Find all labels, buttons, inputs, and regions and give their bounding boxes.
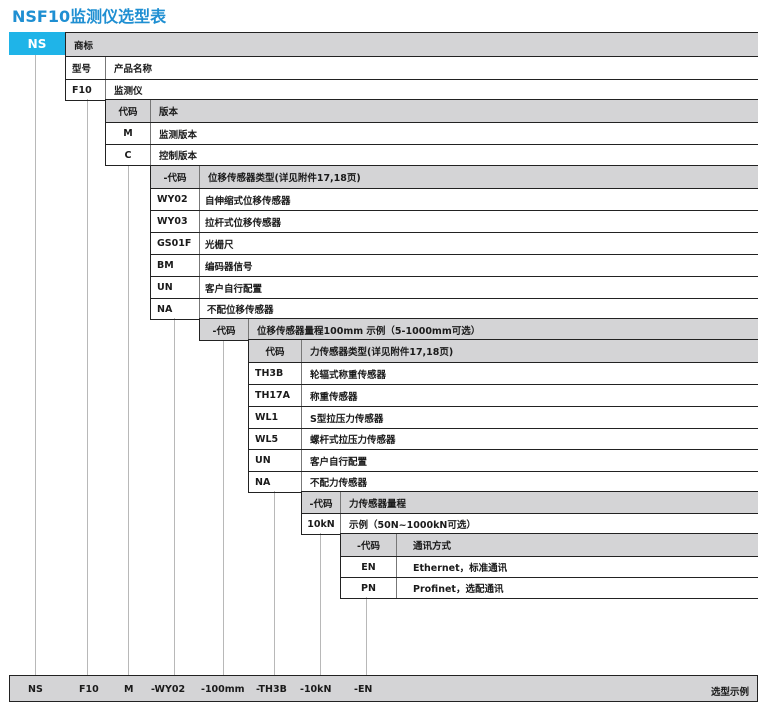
option-code: F10 [66, 80, 106, 100]
example-label: 选型示例 [710, 687, 749, 698]
option-desc: 监测版本 [159, 129, 198, 141]
option-desc: 螺杆式拉压力传感器 [310, 435, 396, 446]
header-desc: 通讯方式 [413, 541, 452, 552]
option-desc: 监测仪 [114, 86, 143, 97]
header-code: 代码 [106, 100, 151, 122]
option-code: WL1 [249, 407, 302, 428]
header-desc: 力传感器类型(详见附件17,18页) [310, 347, 454, 358]
displacement-range-table: -代码 位移传感器量程100mm 示例（5-1000mm可选） [199, 318, 758, 341]
connector-line [174, 318, 175, 675]
connector-line [274, 491, 275, 675]
option-desc: 控制版本 [159, 151, 198, 162]
example-part: -100mm [201, 684, 245, 695]
connector-line [366, 597, 367, 675]
connector-line [223, 339, 224, 675]
example-part: M [124, 684, 134, 695]
header-desc: 位移传感器类型(详见附件17,18页) [208, 173, 361, 184]
version-table: 代码 版本 M 监测版本 C 控制版本 [105, 99, 758, 166]
option-desc: 不配位移传感器 [207, 305, 274, 316]
selection-example-bar: NS F10 M -WY02 -100mm -TH3B -10kN -EN 选型… [9, 675, 758, 702]
force-range-table: -代码 力传感器量程 10kN 示例（50N~1000kN可选） [301, 491, 758, 535]
header-code: 代码 [249, 340, 302, 362]
option-code: UN [151, 277, 200, 298]
option-code: M [106, 123, 151, 144]
brand-code: NS [9, 32, 65, 55]
option-code: WY03 [151, 211, 200, 232]
option-code: PN [341, 578, 397, 598]
option-code: NA [151, 299, 200, 319]
connector-line [87, 99, 88, 675]
option-code: TH3B [249, 363, 302, 384]
connector-line [128, 165, 129, 675]
option-desc: 示例（50N~1000kN可选） [349, 520, 476, 531]
example-part: -TH3B [256, 684, 287, 695]
option-desc: Ethernet，标准通讯 [413, 563, 508, 574]
header-desc: 版本 [159, 107, 179, 118]
header-code: -代码 [200, 319, 249, 340]
header-desc: 力传感器量程 [349, 498, 407, 510]
option-code: GS01F [151, 233, 200, 254]
option-desc: Profinet，选配通讯 [413, 584, 504, 595]
option-desc: 拉杆式位移传感器 [205, 217, 282, 229]
example-part: -WY02 [151, 684, 186, 695]
connector-line [320, 533, 321, 675]
header-desc: 产品名称 [114, 64, 153, 75]
option-desc: 不配力传感器 [310, 478, 368, 489]
option-code: C [106, 145, 151, 165]
header-code: -代码 [151, 166, 200, 188]
option-desc: 编码器信号 [205, 261, 253, 273]
displacement-sensor-table: -代码 位移传感器类型(详见附件17,18页) WY02 自伸缩式位移传感器 WY0… [150, 165, 758, 320]
option-code: TH17A [249, 385, 302, 406]
option-desc: 称重传感器 [310, 391, 358, 403]
option-code: WL5 [249, 429, 302, 449]
option-desc: 客户自行配置 [310, 456, 368, 468]
option-desc: 光栅尺 [205, 239, 234, 251]
connector-line [35, 55, 36, 675]
header-code: -代码 [341, 534, 397, 556]
example-part: -EN [354, 684, 373, 695]
example-part: F10 [79, 684, 99, 695]
model-table: 商标 型号 产品名称 F10 监测仪 [65, 32, 758, 101]
page-title: NSF10监测仪选型表 [12, 7, 167, 26]
example-part: NS [28, 684, 43, 695]
option-desc: S型拉压力传感器 [310, 413, 384, 425]
option-code: NA [249, 472, 302, 492]
brand-label: 商标 [74, 40, 94, 52]
option-code: BM [151, 255, 200, 276]
force-sensor-table: 代码 力传感器类型(详见附件17,18页) TH3B 轮辐式称重传感器 TH17A 称… [248, 339, 758, 493]
option-code: 10kN [302, 514, 341, 534]
header-code: 型号 [66, 57, 106, 79]
header-desc: 位移传感器量程100mm 示例（5-1000mm可选） [257, 325, 481, 337]
option-desc: 轮辐式称重传感器 [310, 369, 387, 381]
option-desc: 自伸缩式位移传感器 [205, 195, 291, 207]
option-desc: 客户自行配置 [205, 283, 263, 295]
communication-table: -代码 通讯方式 EN Ethernet，标准通讯 PN Profinet，选配通讯 [340, 533, 758, 599]
option-code: WY02 [151, 189, 200, 210]
option-code: UN [249, 450, 302, 471]
header-code: -代码 [302, 492, 341, 513]
example-part: -10kN [300, 684, 332, 695]
option-code: EN [341, 557, 397, 577]
